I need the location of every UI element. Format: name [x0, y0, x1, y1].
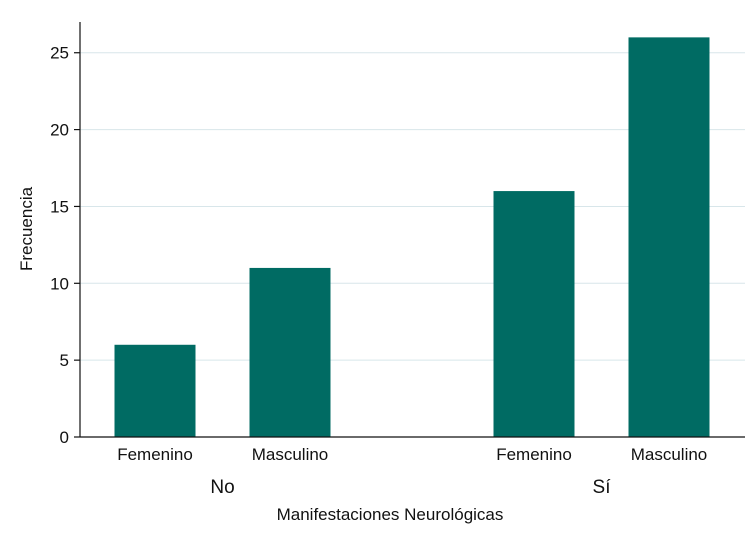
y-tick-label: 5 [60, 351, 69, 370]
bar-no-femenino [114, 344, 196, 437]
category-label: Femenino [117, 445, 193, 464]
y-tick-label: 20 [50, 121, 69, 140]
bar-s-masculino [628, 37, 710, 438]
bar-s-femenino [493, 191, 575, 437]
category-label: Masculino [631, 445, 708, 464]
group-label: No [210, 477, 234, 498]
bar-no-masculino [249, 267, 331, 437]
category-label: Masculino [252, 445, 329, 464]
x-axis-labels: Femenino Masculino No Femenino Masculino Sí [117, 445, 707, 498]
group-label: Sí [593, 477, 612, 498]
bars [114, 37, 710, 438]
y-axis-ticks: 0 5 10 15 20 25 [50, 44, 80, 447]
x-axis-title: Manifestaciones Neurológicas [277, 505, 504, 524]
y-axis-title: Frecuencia [17, 186, 36, 271]
y-tick-label: 10 [50, 274, 69, 293]
y-tick-label: 0 [60, 428, 69, 447]
y-tick-label: 15 [50, 197, 69, 216]
category-label: Femenino [496, 445, 572, 464]
y-tick-label: 25 [50, 44, 69, 63]
